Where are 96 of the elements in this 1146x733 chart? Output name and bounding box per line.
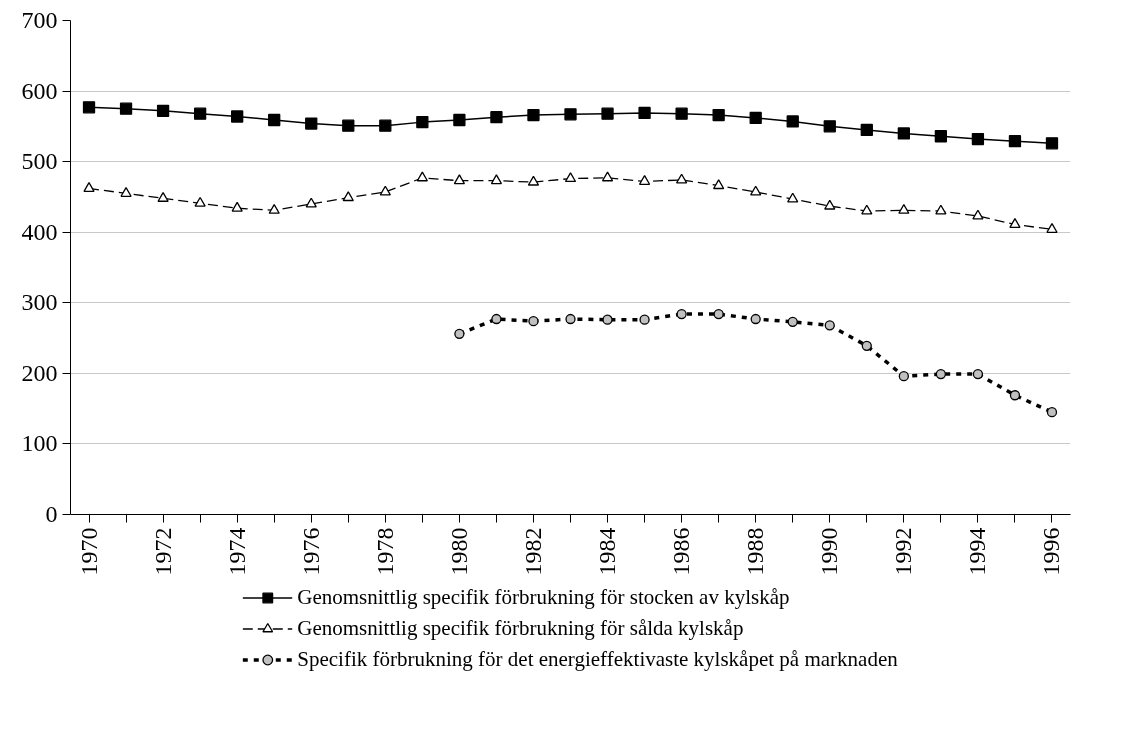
point — [119, 102, 133, 115]
point — [786, 115, 799, 128]
legend-label: Specifik förbrukning för det energieffektivaste kylskåpet på marknaden — [297, 646, 898, 672]
y-tick-label: 400 — [21, 218, 58, 245]
point — [491, 313, 502, 325]
x-tick-label: 1994 — [964, 527, 991, 576]
point — [972, 368, 984, 380]
point — [528, 315, 539, 327]
point — [268, 203, 280, 214]
point — [231, 110, 244, 123]
point — [454, 328, 465, 339]
point — [82, 101, 96, 114]
point — [564, 172, 577, 183]
x-tick-label: 1978 — [371, 527, 398, 576]
y-tick-label: 500 — [21, 148, 58, 175]
point — [675, 173, 688, 184]
y-tick-label: 200 — [21, 359, 58, 386]
point — [934, 130, 948, 143]
point — [1045, 137, 1059, 150]
point — [193, 107, 207, 120]
point — [83, 182, 95, 192]
point — [305, 117, 318, 130]
point — [638, 174, 651, 185]
x-tick-label: 1992 — [890, 527, 917, 576]
point — [490, 174, 503, 185]
x-tick-label: 1990 — [816, 527, 843, 576]
x-tick-label: 1972 — [149, 527, 176, 576]
y-tick-label: 0 — [45, 501, 58, 527]
point — [527, 108, 540, 122]
point — [157, 191, 169, 202]
point — [453, 174, 466, 185]
point — [860, 123, 873, 137]
y-tick-label: 300 — [21, 289, 58, 316]
point — [824, 199, 836, 210]
point — [972, 209, 984, 220]
point — [601, 171, 614, 182]
x-tick-label: 1976 — [297, 527, 324, 576]
point — [416, 115, 429, 129]
point — [713, 308, 724, 320]
point — [639, 314, 650, 325]
point — [824, 320, 835, 331]
point — [1009, 390, 1021, 401]
point — [379, 185, 391, 196]
point — [565, 313, 576, 325]
point — [787, 316, 798, 327]
point — [935, 368, 947, 380]
point — [750, 185, 762, 196]
point — [823, 120, 836, 133]
point — [342, 119, 355, 132]
point — [156, 104, 170, 117]
x-tick-label: 1988 — [742, 527, 769, 576]
y-tick-label: 700 — [21, 7, 58, 33]
x-tick-label: 1980 — [445, 527, 472, 576]
point — [1046, 407, 1058, 418]
point — [120, 186, 132, 197]
point — [861, 204, 873, 215]
y-tick-label: 600 — [21, 77, 58, 104]
point — [712, 108, 725, 122]
legend-label: Genomsnittlig specifik förbrukning för stocken av kylskåp — [297, 584, 790, 610]
point — [749, 111, 762, 125]
point — [342, 191, 354, 202]
point — [898, 371, 909, 382]
point — [713, 179, 725, 190]
point — [898, 203, 910, 214]
point — [1009, 218, 1021, 228]
point — [416, 171, 428, 182]
point — [379, 119, 392, 132]
point — [1046, 222, 1058, 233]
point — [231, 201, 243, 212]
y-tick-label: 100 — [21, 430, 58, 457]
point — [490, 111, 503, 124]
point — [861, 340, 872, 351]
x-tick-label: 1996 — [1038, 527, 1065, 576]
x-tick-label: 1986 — [668, 527, 695, 576]
point — [638, 106, 651, 120]
point — [305, 197, 317, 208]
point — [453, 113, 466, 127]
point — [971, 132, 985, 146]
point — [601, 107, 614, 120]
point — [676, 308, 687, 320]
point — [935, 204, 947, 215]
point — [602, 314, 613, 325]
x-tick-label: 1984 — [594, 527, 621, 576]
point — [897, 127, 910, 140]
point — [750, 313, 761, 325]
legend-label: Genomsnittlig specifik förbrukning för sålda kylskåp — [297, 615, 744, 641]
x-tick-label: 1982 — [519, 527, 546, 576]
point — [787, 192, 799, 203]
point — [675, 107, 688, 120]
point — [1008, 135, 1022, 148]
point — [268, 113, 281, 127]
point — [564, 108, 577, 121]
point — [194, 196, 206, 207]
x-tick-label: 1974 — [223, 527, 250, 576]
point — [527, 175, 540, 186]
x-tick-label: 1970 — [75, 527, 102, 576]
